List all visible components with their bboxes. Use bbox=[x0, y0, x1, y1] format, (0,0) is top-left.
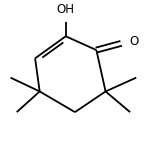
Text: OH: OH bbox=[57, 3, 75, 16]
Text: O: O bbox=[129, 35, 139, 48]
